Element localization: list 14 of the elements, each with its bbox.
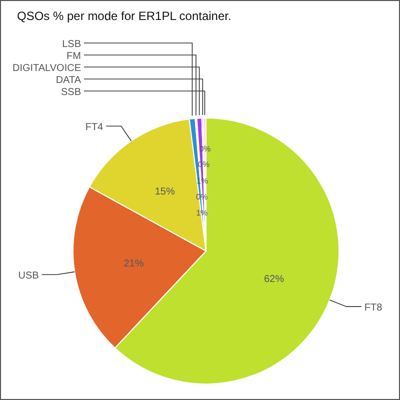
slice-label: LSB <box>62 39 82 50</box>
slice-label: USB <box>18 270 40 282</box>
slice-label: FT4 <box>85 122 104 134</box>
slice-label: FM <box>66 51 81 62</box>
slice-label: DIGITALVOICE <box>12 63 82 74</box>
slice-label: DATA <box>56 75 82 86</box>
chart-title: QSOs % per mode for ER1PL container. <box>16 8 232 25</box>
slice-label: FT8 <box>364 302 383 314</box>
data-label: 15% <box>154 186 175 198</box>
slice-label: SSB <box>60 87 82 98</box>
data-label: 21% <box>124 258 144 270</box>
data-label: 1% <box>196 208 208 218</box>
data-label: 0% <box>199 144 211 154</box>
data-label: 62% <box>264 274 284 285</box>
